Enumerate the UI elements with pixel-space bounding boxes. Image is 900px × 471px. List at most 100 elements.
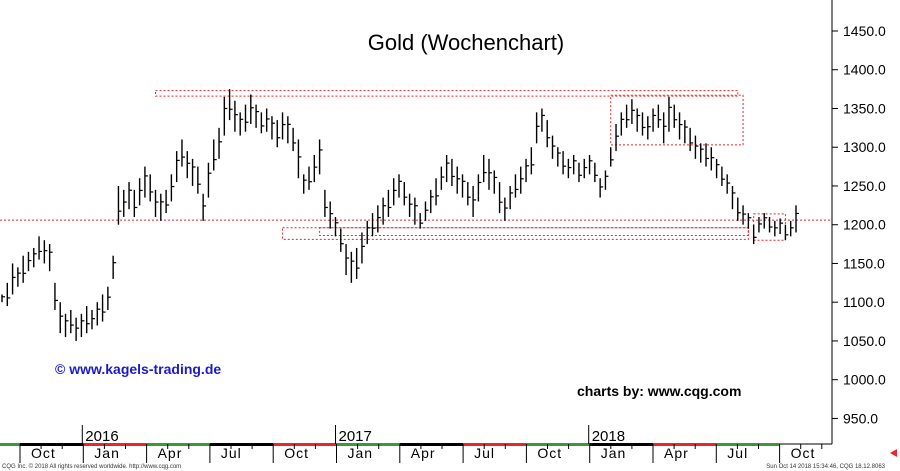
month-label: Jan bbox=[601, 445, 627, 461]
price-bar bbox=[615, 123, 620, 152]
price-bar bbox=[715, 158, 720, 179]
month-label: Jul bbox=[727, 445, 748, 461]
price-bar bbox=[101, 294, 106, 322]
price-bar bbox=[255, 104, 260, 128]
price-bar bbox=[271, 116, 275, 140]
watermark-text: © www.kagels-trading.de bbox=[55, 361, 221, 377]
price-bar bbox=[1, 294, 5, 303]
price-bar bbox=[594, 162, 598, 183]
strip-segment bbox=[20, 443, 84, 446]
price-bar bbox=[440, 166, 445, 190]
price-bar bbox=[239, 112, 244, 136]
price-bar bbox=[578, 162, 582, 183]
price-bar bbox=[96, 302, 101, 326]
price-axis-ticks: 950.0 1000.0 1050.0 1100.0 1150.0 1200.0 1250.… bbox=[832, 23, 886, 426]
price-bar bbox=[154, 189, 159, 217]
price-bar bbox=[393, 178, 397, 206]
price-bar bbox=[107, 286, 111, 310]
price-bar bbox=[604, 170, 609, 190]
price-bar bbox=[22, 255, 27, 283]
price-tick-label: 1300.0 bbox=[843, 139, 886, 155]
price-bar bbox=[557, 147, 561, 167]
price-bar bbox=[334, 216, 339, 237]
price-bar bbox=[170, 174, 175, 202]
price-bar bbox=[340, 228, 344, 252]
price-bar bbox=[758, 216, 762, 233]
price-bar bbox=[80, 313, 85, 338]
price-bar bbox=[514, 174, 519, 198]
price-bar bbox=[250, 94, 254, 124]
price-bar bbox=[149, 174, 154, 202]
annotation-box-range-top-right bbox=[610, 94, 744, 146]
price-bar bbox=[435, 178, 440, 206]
strip-segment bbox=[463, 443, 527, 446]
annotation-box-support-short bbox=[319, 227, 749, 237]
price-bar bbox=[504, 197, 508, 221]
price-bar bbox=[509, 185, 514, 210]
price-bar bbox=[329, 201, 334, 229]
price-bar bbox=[186, 151, 191, 179]
price-bar bbox=[747, 213, 752, 229]
annotation-box-support-long bbox=[282, 227, 749, 240]
price-bar bbox=[345, 244, 350, 276]
price-bar bbox=[54, 282, 58, 310]
month-label: Apr bbox=[664, 445, 689, 461]
price-bar bbox=[181, 139, 185, 167]
price-bar bbox=[689, 127, 694, 152]
price-bar bbox=[234, 100, 238, 132]
strip-segment bbox=[146, 443, 210, 446]
price-bar bbox=[218, 127, 223, 159]
month-label: Jan bbox=[94, 445, 120, 461]
month-label: Apr bbox=[158, 445, 183, 461]
price-bar bbox=[27, 251, 32, 272]
price-bar bbox=[445, 154, 450, 183]
price-bar bbox=[731, 185, 736, 210]
price-bar bbox=[647, 116, 651, 140]
year-label: 2016 bbox=[85, 428, 118, 445]
price-bar bbox=[562, 151, 567, 175]
price-bar bbox=[652, 108, 657, 132]
price-bar bbox=[541, 108, 545, 132]
strip-segment bbox=[399, 443, 464, 446]
price-bar bbox=[366, 220, 371, 245]
price-bar bbox=[583, 158, 588, 179]
price-bar bbox=[223, 96, 228, 136]
strip-segment bbox=[589, 443, 653, 446]
price-bar bbox=[774, 220, 778, 237]
price-bar bbox=[398, 174, 402, 198]
year-label: 2018 bbox=[592, 428, 625, 445]
credit-text: charts by: www.cqg.com bbox=[577, 383, 741, 399]
price-bar bbox=[768, 216, 773, 233]
price-bar bbox=[625, 104, 630, 128]
price-bar bbox=[599, 178, 604, 198]
price-bar bbox=[694, 135, 699, 159]
price-bar bbox=[419, 213, 424, 229]
price-bar bbox=[123, 189, 127, 217]
price-bar bbox=[430, 189, 434, 214]
strip-segment bbox=[716, 443, 780, 446]
price-bar bbox=[144, 166, 148, 198]
scroll-arrow-icon[interactable] bbox=[890, 449, 897, 457]
time-axis-ticks: Oct Jan Apr Jul Oct Jan Apr Jul Oct Jan Apr Jul Oct 2… bbox=[19, 425, 823, 463]
price-bar bbox=[207, 162, 212, 198]
month-label: Oct bbox=[284, 445, 309, 461]
price-bar bbox=[165, 189, 170, 214]
price-bar bbox=[530, 147, 535, 175]
price-bar bbox=[265, 108, 270, 132]
price-bar bbox=[700, 143, 704, 163]
price-bar bbox=[520, 166, 524, 194]
price-bar bbox=[493, 170, 498, 194]
price-bar bbox=[705, 143, 710, 167]
price-bar bbox=[387, 189, 392, 217]
price-bar bbox=[48, 244, 53, 272]
price-bar bbox=[737, 197, 741, 221]
price-bar bbox=[228, 89, 233, 121]
footer-left-text: CQG Inc. © 2018 All rights reserved worl… bbox=[2, 463, 181, 470]
price-bar bbox=[318, 139, 323, 175]
price-bar bbox=[779, 218, 784, 235]
price-bar bbox=[668, 96, 672, 132]
price-bar bbox=[752, 224, 757, 245]
price-bar bbox=[303, 174, 307, 194]
price-bar bbox=[461, 174, 466, 198]
